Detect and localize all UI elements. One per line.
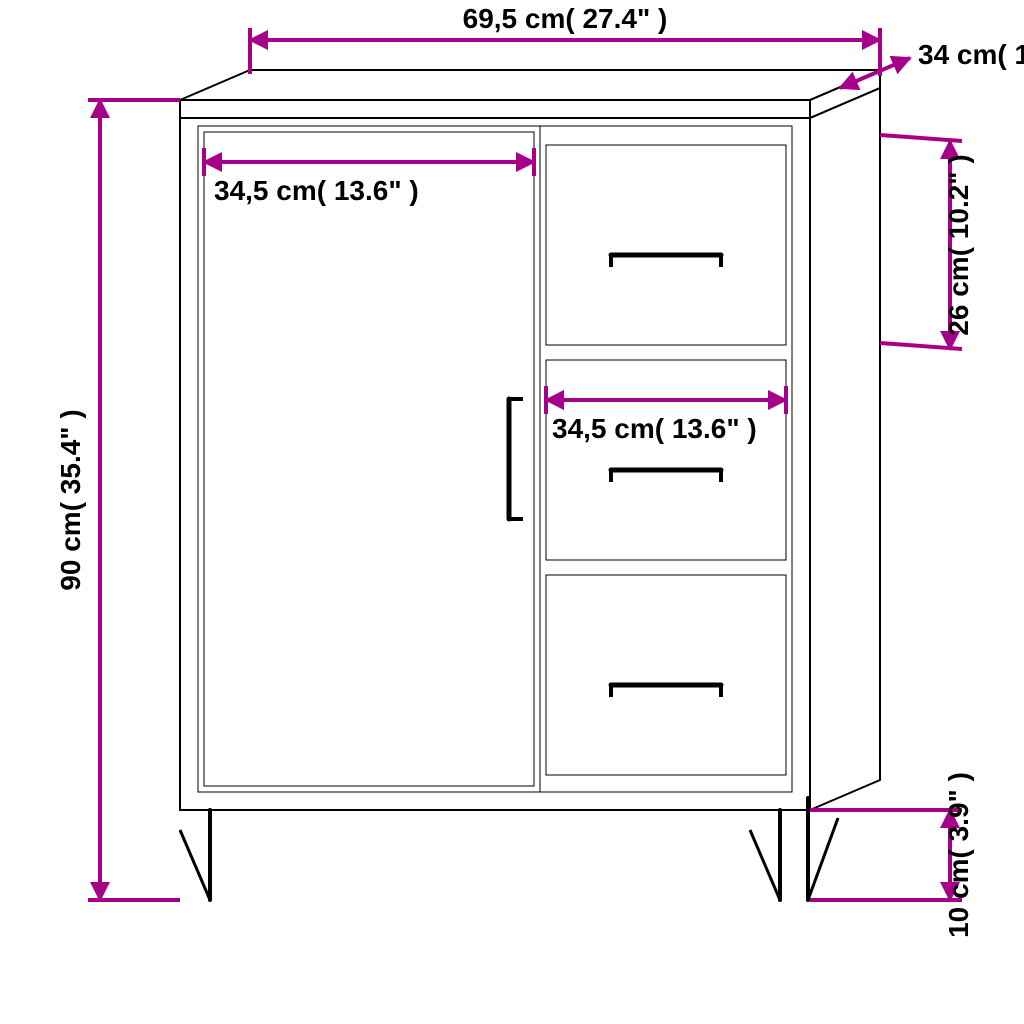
cabinet-top bbox=[180, 70, 880, 100]
dim-width: 69,5 cm( 27.4" ) bbox=[463, 3, 668, 34]
dim-drawer-width: 34,5 cm( 13.6" ) bbox=[552, 413, 757, 444]
dim-height: 90 cm( 35.4" ) bbox=[55, 409, 86, 590]
drawer-3 bbox=[546, 575, 786, 775]
dim-door-width: 34,5 cm( 13.6" ) bbox=[214, 175, 419, 206]
dim-leg-height: 10 cm( 3.9" ) bbox=[943, 772, 974, 938]
drawer-1 bbox=[546, 145, 786, 345]
dim-depth: 34 cm( 13.4" ) bbox=[918, 39, 1024, 70]
cabinet-door bbox=[204, 132, 534, 786]
drawer-2 bbox=[546, 360, 786, 560]
dim-drawer-height: 26 cm( 10.2" ) bbox=[943, 154, 974, 335]
cabinet-side bbox=[810, 88, 880, 810]
cabinet-front bbox=[180, 118, 810, 810]
cabinet-inner-frame bbox=[198, 126, 792, 792]
cabinet-top-front bbox=[180, 100, 810, 118]
